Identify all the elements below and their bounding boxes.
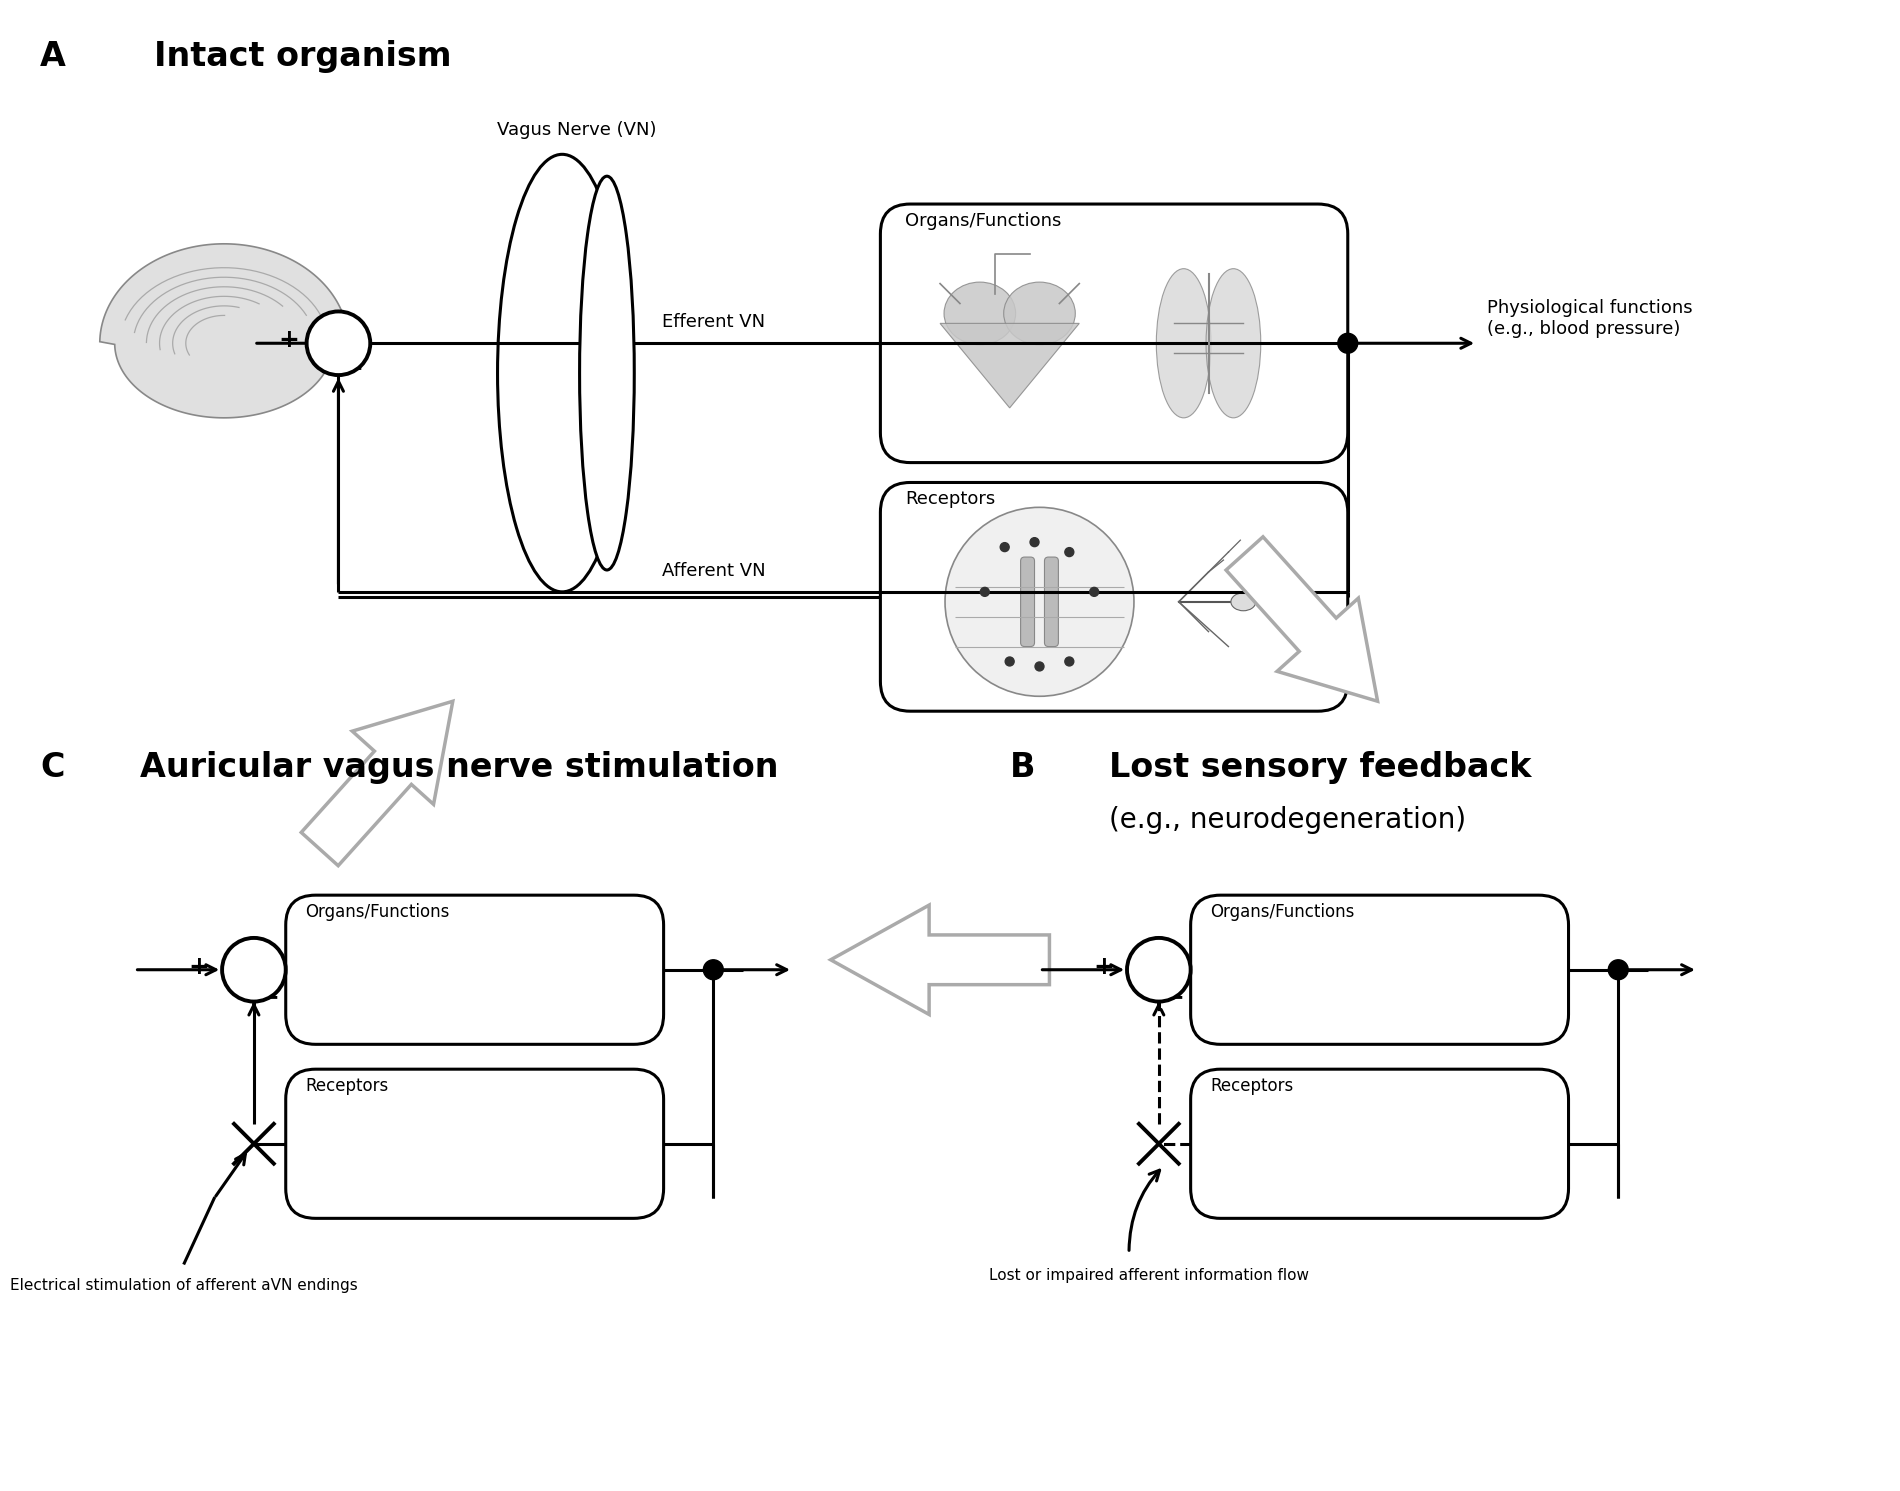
- Circle shape: [980, 587, 990, 596]
- Circle shape: [1127, 938, 1191, 1002]
- Text: −: −: [258, 986, 279, 1009]
- Text: Intact organism: Intact organism: [154, 40, 452, 73]
- Text: C: C: [40, 751, 65, 784]
- Text: +: +: [1094, 954, 1115, 978]
- Polygon shape: [940, 324, 1079, 409]
- Text: Receptors: Receptors: [904, 491, 996, 508]
- Circle shape: [222, 938, 285, 1002]
- Circle shape: [1064, 547, 1073, 556]
- Ellipse shape: [580, 176, 635, 570]
- Text: Organs/Functions: Organs/Functions: [904, 212, 1062, 230]
- Circle shape: [306, 312, 371, 376]
- Text: −: −: [1163, 986, 1184, 1009]
- Text: Afferent VN: Afferent VN: [661, 562, 766, 580]
- Text: (e.g., neurodegeneration): (e.g., neurodegeneration): [1110, 805, 1467, 833]
- Text: Receptors: Receptors: [306, 1077, 390, 1094]
- Circle shape: [1036, 662, 1043, 671]
- Circle shape: [1064, 658, 1073, 666]
- Circle shape: [1338, 334, 1358, 353]
- Circle shape: [999, 543, 1009, 552]
- Ellipse shape: [1157, 268, 1210, 417]
- Text: Lost sensory feedback: Lost sensory feedback: [1110, 751, 1531, 784]
- Text: Organs/Functions: Organs/Functions: [1210, 904, 1355, 921]
- Circle shape: [1607, 960, 1628, 980]
- Text: Electrical stimulation of afferent aVN endings: Electrical stimulation of afferent aVN e…: [10, 1278, 357, 1293]
- Text: A: A: [40, 40, 67, 73]
- Text: Vagus Nerve (VN): Vagus Nerve (VN): [498, 121, 657, 139]
- Text: Physiological functions
(e.g., blood pressure): Physiological functions (e.g., blood pre…: [1488, 300, 1693, 338]
- Circle shape: [1091, 587, 1098, 596]
- Text: −: −: [342, 356, 365, 380]
- Ellipse shape: [1206, 268, 1262, 417]
- Polygon shape: [830, 905, 1049, 1014]
- Ellipse shape: [1231, 593, 1256, 611]
- Text: Lost or impaired afferent information flow: Lost or impaired afferent information fl…: [988, 1267, 1309, 1284]
- FancyBboxPatch shape: [1045, 558, 1058, 647]
- Text: +: +: [277, 328, 298, 352]
- Ellipse shape: [944, 282, 1016, 344]
- Polygon shape: [101, 245, 348, 417]
- Text: Efferent VN: Efferent VN: [661, 313, 764, 331]
- Text: Organs/Functions: Organs/Functions: [306, 904, 450, 921]
- Circle shape: [1030, 538, 1039, 547]
- FancyBboxPatch shape: [1020, 558, 1034, 647]
- Text: Receptors: Receptors: [1210, 1077, 1294, 1094]
- Circle shape: [703, 960, 724, 980]
- Text: B: B: [1009, 751, 1036, 784]
- Text: Auricular vagus nerve stimulation: Auricular vagus nerve stimulation: [139, 751, 779, 784]
- Polygon shape: [302, 701, 452, 866]
- Text: +: +: [188, 954, 209, 978]
- Polygon shape: [1226, 537, 1378, 701]
- Circle shape: [944, 507, 1134, 696]
- Circle shape: [1005, 658, 1015, 666]
- Ellipse shape: [1003, 282, 1075, 344]
